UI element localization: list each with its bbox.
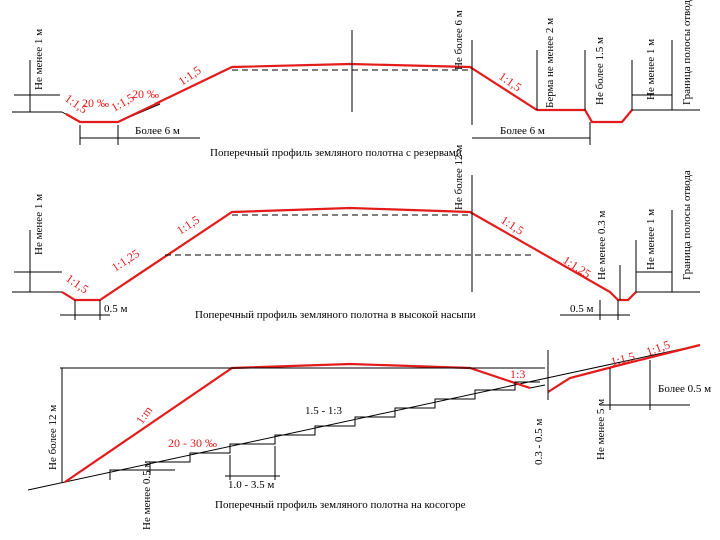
- slope-label: 1:1,5: [63, 271, 91, 296]
- dim-label: Не более 6 м: [453, 10, 465, 70]
- dim-label: Более 6 м: [135, 125, 180, 137]
- dim-label: Не менее 1 м: [33, 194, 45, 255]
- profile-slope: [27, 343, 701, 491]
- slope-label: 1:1,5: [609, 349, 636, 369]
- gradient-label: 20 ‰: [132, 87, 159, 101]
- slope-label: 1:1,5: [498, 213, 526, 238]
- dim-label: 1.0 - 3.5 м: [228, 479, 274, 491]
- dim-label: Не менее 1 м: [645, 209, 657, 270]
- dim-label: 0.5 м: [570, 303, 594, 315]
- dim-label: Не более 1.5 м: [594, 37, 606, 105]
- dim-label: Не менее 1 м: [645, 39, 657, 100]
- profile-high-embankment: [12, 175, 700, 320]
- boundary-label: Граница полосы отвода: [681, 0, 693, 105]
- slope-label: 1:3: [510, 367, 525, 381]
- profile-reserves: [12, 30, 700, 145]
- caption: Поперечный профиль земляного полотна с р…: [210, 147, 462, 159]
- slope-label: 1:1,25: [560, 253, 593, 281]
- boundary-label: Граница полосы отвода: [681, 170, 693, 280]
- caption: Поперечный профиль земляного полотна на …: [215, 499, 466, 511]
- dim-label: 0.3 - 0.5 м: [533, 419, 545, 465]
- gradient-label: 20 ‰: [82, 96, 109, 110]
- gradient-label: 20 - 30 ‰: [168, 436, 217, 450]
- slope-label: 1:1,5: [176, 63, 204, 88]
- dim-label: Не более 12 м: [453, 145, 465, 210]
- slope-label: 1.5 - 1:3: [305, 405, 342, 417]
- slope-label: 1:1,25: [109, 246, 142, 274]
- dim-label: Более 0.5 м: [658, 383, 711, 395]
- dim-label: Не менее 0.3 м: [596, 211, 608, 280]
- dim-label: Берма не менее 2 м: [544, 18, 556, 108]
- dim-label: Не менее 0.5 м: [141, 461, 153, 530]
- dim-label: Более 6 м: [500, 125, 545, 137]
- caption: Поперечный профиль земляного полотна в в…: [195, 309, 476, 321]
- dim-label: 0.5 м: [104, 303, 128, 315]
- slope-label: 1:1,5: [496, 69, 524, 94]
- dim-label: Не менее 1 м: [33, 29, 45, 90]
- dim-label: Не менее 5 м: [595, 399, 607, 460]
- dim-label: Не более 12 м: [47, 405, 59, 470]
